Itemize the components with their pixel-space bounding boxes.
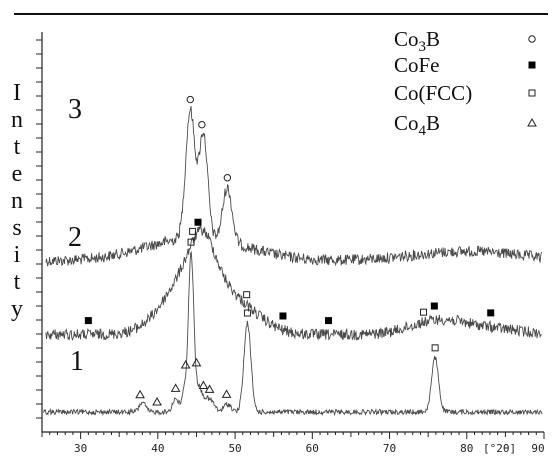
marker-open-triangle-1-7 — [191, 357, 202, 367]
marker-filled-square-2-2 — [84, 317, 92, 325]
marker-open-square-1-2 — [431, 344, 439, 352]
y-label-char: t — [14, 134, 21, 160]
legend-label-2: Co(FCC) — [394, 81, 472, 105]
marker-open-circle-3-1 — [198, 120, 206, 129]
diffraction-curves — [43, 106, 543, 417]
x-axis-ticks: 30 40 50 60 70 80 90 — [41, 432, 545, 455]
curve-3 — [45, 106, 543, 267]
x-tick-label: 60 — [306, 442, 319, 455]
curve-label-3: 3 — [68, 94, 82, 125]
y-label-char: s — [12, 215, 21, 241]
curve-label-1: 1 — [70, 346, 84, 377]
marker-filled-square-2-8 — [487, 309, 495, 317]
marker-open-triangle-1-5 — [170, 383, 181, 392]
y-label-char: y — [11, 296, 23, 322]
marker-open-triangle-1-10 — [221, 389, 232, 398]
marker-open-square-2-3 — [243, 291, 251, 299]
x-unit-label: [°2θ] — [483, 442, 516, 455]
marker-filled-square-2-5 — [325, 317, 333, 325]
x-tick-label: 50 — [228, 442, 241, 455]
legend-marker-2 — [528, 89, 536, 97]
marker-open-square-2-0 — [189, 227, 197, 235]
x-tick-label: 40 — [151, 442, 164, 455]
curve-1 — [43, 250, 543, 417]
phase-markers — [84, 95, 495, 406]
legend-marker-1 — [528, 61, 536, 69]
marker-filled-square-2-4 — [279, 312, 287, 320]
marker-open-circle-3-2 — [223, 174, 232, 182]
marker-open-triangle-1-6 — [180, 359, 191, 369]
marker-filled-square-2-7 — [430, 302, 438, 310]
legend-label-1: CoFe — [394, 53, 440, 77]
x-tick-label: 70 — [383, 442, 396, 455]
marker-filled-square-2-1 — [194, 218, 202, 226]
marker-open-triangle-1-4 — [152, 396, 162, 406]
legend-label-0: Co3B — [394, 27, 440, 55]
legend-marker-0 — [528, 35, 536, 43]
y-label-char: n — [11, 107, 23, 133]
y-label-char: e — [12, 161, 23, 187]
marker-open-square-1-0 — [187, 238, 195, 246]
y-label-char: i — [14, 242, 21, 268]
marker-open-circle-3-0 — [186, 95, 194, 104]
x-tick-label: 80 — [460, 442, 473, 455]
curve-label-2: 2 — [68, 222, 82, 253]
marker-open-triangle-1-9 — [204, 384, 215, 393]
curve-labels: 3 2 1 — [68, 94, 84, 377]
curve-2 — [45, 224, 543, 341]
legend-marker-3 — [527, 117, 537, 127]
marker-open-triangle-1-3 — [135, 389, 145, 399]
x-tick-label: 30 — [74, 442, 87, 455]
marker-open-square-1-1 — [243, 309, 251, 317]
y-label-char: t — [14, 269, 21, 295]
marker-open-triangle-1-8 — [198, 380, 209, 389]
y-label-char: I — [13, 80, 21, 106]
legend-label-3: Co4B — [394, 111, 440, 139]
x-tick-label: 90 — [531, 442, 544, 455]
marker-open-square-2-6 — [420, 308, 428, 316]
y-axis-ticks — [36, 39, 42, 419]
y-label-char: n — [11, 188, 23, 214]
